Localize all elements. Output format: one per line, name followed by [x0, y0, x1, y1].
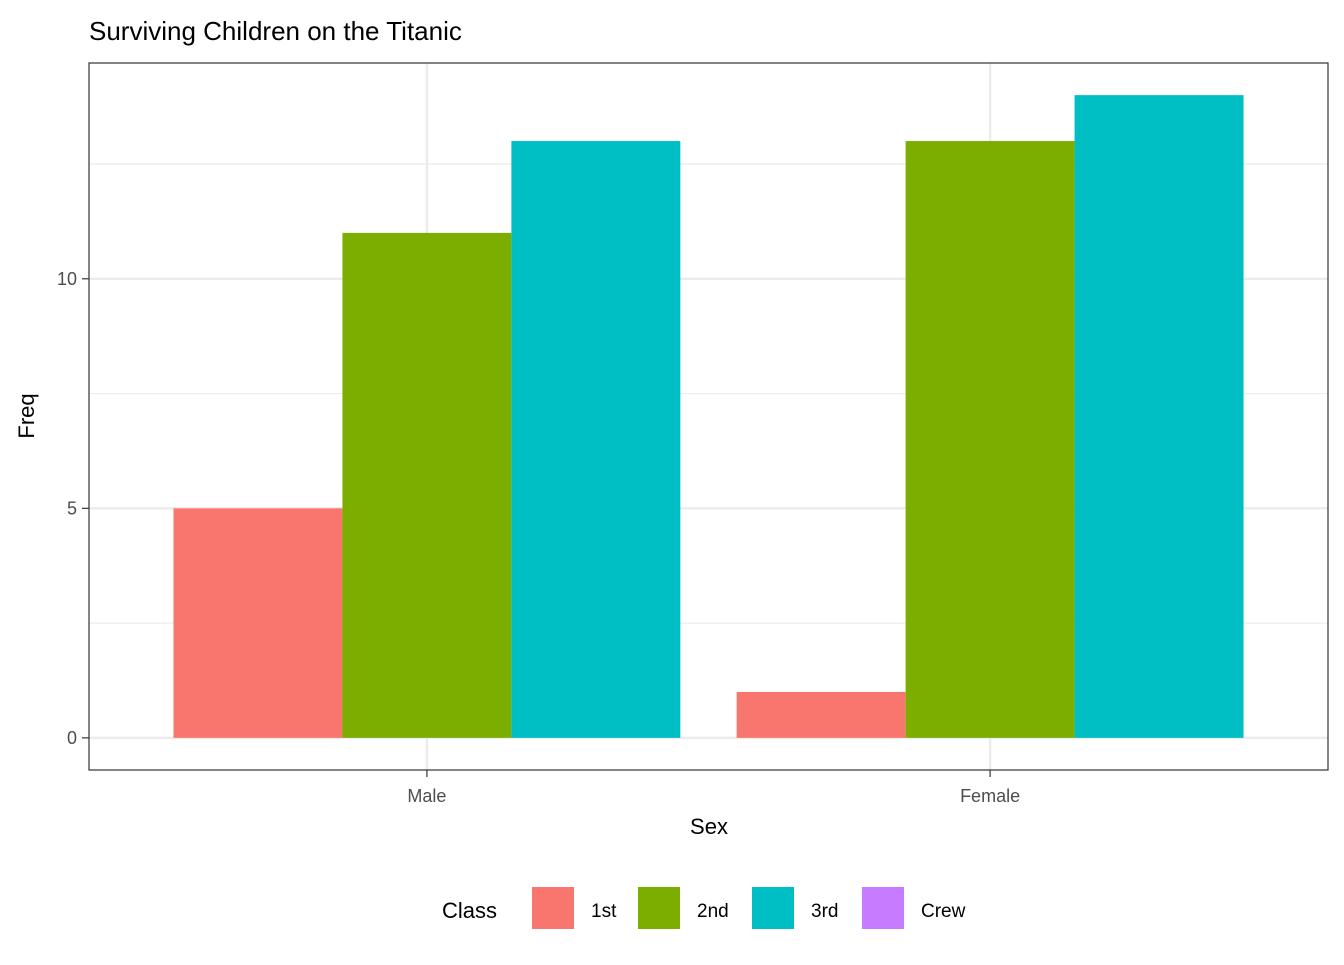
chart-title: Surviving Children on the Titanic [89, 16, 462, 46]
legend-key-3rd [752, 887, 794, 929]
plot-border [88, 62, 1329, 771]
legend-key-1st [532, 887, 574, 929]
x-tick-label: Male [407, 786, 446, 806]
legend-label-1st: 1st [591, 901, 617, 922]
x-axis-label: Sex [690, 814, 728, 839]
plot-panel [88, 62, 1329, 771]
legend-label-3rd: 3rd [811, 901, 838, 922]
legend-label-crew: Crew [921, 901, 966, 922]
y-tick-label: 5 [67, 498, 77, 518]
y-tick-label: 10 [57, 269, 77, 289]
legend: Class 1st 2nd 3rd Crew [442, 887, 966, 929]
y-tick-label: 0 [67, 728, 77, 748]
bar-male-1st [173, 508, 343, 738]
bar-female-1st [736, 691, 906, 738]
bar-female-3rd [1074, 95, 1244, 738]
y-axis-label: Freq [14, 393, 39, 438]
x-tick-label: Female [960, 786, 1020, 806]
legend-label-2nd: 2nd [697, 901, 729, 922]
bar-female-2nd [905, 141, 1075, 738]
bar-male-2nd [342, 232, 512, 738]
bar-male-3rd [511, 141, 681, 738]
legend-title: Class [442, 898, 497, 923]
legend-key-2nd [638, 887, 680, 929]
legend-key-crew [862, 887, 904, 929]
